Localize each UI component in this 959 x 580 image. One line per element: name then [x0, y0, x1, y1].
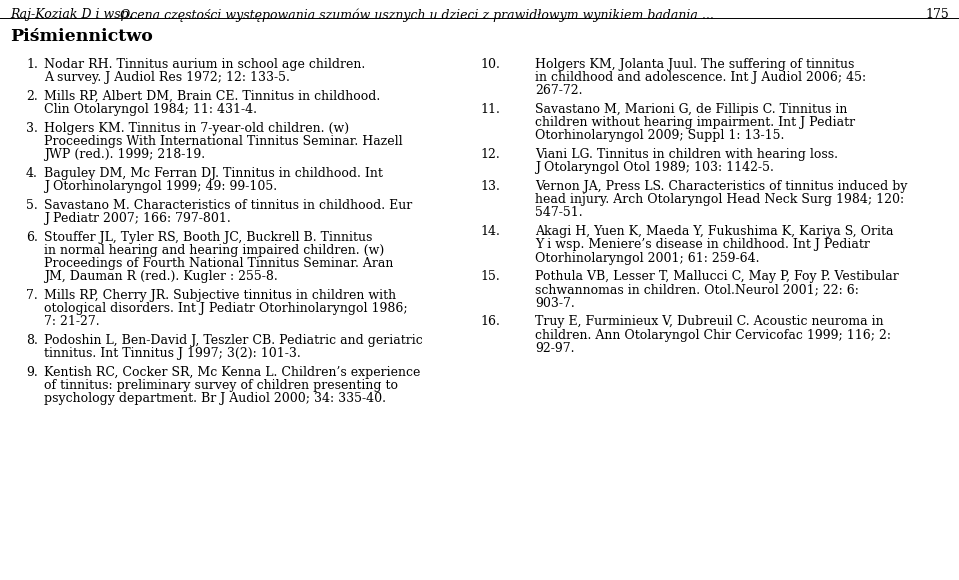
Text: 903-7.: 903-7. — [535, 297, 574, 310]
Text: 175: 175 — [925, 8, 949, 21]
Text: of tinnitus: preliminary survey of children presenting to: of tinnitus: preliminary survey of child… — [44, 379, 398, 392]
Text: tinnitus. Int Tinnitus J 1997; 3(2): 101-3.: tinnitus. Int Tinnitus J 1997; 3(2): 101… — [44, 347, 301, 360]
Text: psychology department. Br J Audiol 2000; 34: 335-40.: psychology department. Br J Audiol 2000;… — [44, 393, 386, 405]
Text: in childhood and adolescence. Int J Audiol 2006; 45:: in childhood and adolescence. Int J Audi… — [535, 71, 866, 84]
Text: 8.: 8. — [26, 334, 38, 347]
Text: Otorhinolaryngol 2001; 61: 259-64.: Otorhinolaryngol 2001; 61: 259-64. — [535, 252, 760, 264]
Text: Mills RP, Albert DM, Brain CE. Tinnitus in childhood.: Mills RP, Albert DM, Brain CE. Tinnitus … — [44, 90, 381, 103]
Text: 2.: 2. — [26, 90, 38, 103]
Text: Kentish RC, Cocker SR, Mc Kenna L. Children’s experience: Kentish RC, Cocker SR, Mc Kenna L. Child… — [44, 366, 420, 379]
Text: Akagi H, Yuen K, Maeda Y, Fukushima K, Kariya S, Orita: Akagi H, Yuen K, Maeda Y, Fukushima K, K… — [535, 225, 894, 238]
Text: 1.: 1. — [26, 58, 38, 71]
Text: 5.: 5. — [26, 199, 38, 212]
Text: Stouffer JL, Tyler RS, Booth JC, Buckrell B. Tinnitus: Stouffer JL, Tyler RS, Booth JC, Buckrel… — [44, 231, 372, 244]
Text: Piśmiennictwo: Piśmiennictwo — [10, 28, 152, 45]
Text: J Otolaryngol Otol 1989; 103: 1142-5.: J Otolaryngol Otol 1989; 103: 1142-5. — [535, 161, 774, 175]
Text: 92-97.: 92-97. — [535, 342, 574, 355]
Text: Nodar RH. Tinnitus aurium in school age children.: Nodar RH. Tinnitus aurium in school age … — [44, 58, 365, 71]
Text: head injury. Arch Otolaryngol Head Neck Surg 1984; 120:: head injury. Arch Otolaryngol Head Neck … — [535, 193, 904, 206]
Text: Raj-Koziak D i wsp.: Raj-Koziak D i wsp. — [10, 8, 132, 21]
Text: 4.: 4. — [26, 167, 38, 180]
Text: children without hearing impairment. Int J Pediatr: children without hearing impairment. Int… — [535, 117, 855, 129]
Text: Holgers KM, Jolanta Juul. The suffering of tinnitus: Holgers KM, Jolanta Juul. The suffering … — [535, 58, 854, 71]
Text: 14.: 14. — [480, 225, 500, 238]
Text: 9.: 9. — [26, 366, 38, 379]
Text: Otorhinolaryngol 2009; Suppl 1: 13-15.: Otorhinolaryngol 2009; Suppl 1: 13-15. — [535, 129, 784, 143]
Text: Podoshin L, Ben-David J, Teszler CB. Pediatric and geriatric: Podoshin L, Ben-David J, Teszler CB. Ped… — [44, 334, 423, 347]
Text: Clin Otolaryngol 1984; 11: 431-4.: Clin Otolaryngol 1984; 11: 431-4. — [44, 103, 257, 116]
Text: A survey. J Audiol Res 1972; 12: 133-5.: A survey. J Audiol Res 1972; 12: 133-5. — [44, 71, 290, 84]
Text: Baguley DM, Mc Ferran DJ. Tinnitus in childhood. Int: Baguley DM, Mc Ferran DJ. Tinnitus in ch… — [44, 167, 383, 180]
Text: in normal hearing and hearing impaired children. (w): in normal hearing and hearing impaired c… — [44, 244, 385, 257]
Text: 267-72.: 267-72. — [535, 85, 582, 97]
Text: otological disorders. Int J Pediatr Otorhinolaryngol 1986;: otological disorders. Int J Pediatr Otor… — [44, 302, 408, 315]
Text: J Pediatr 2007; 166: 797-801.: J Pediatr 2007; 166: 797-801. — [44, 212, 231, 225]
Text: 547-51.: 547-51. — [535, 206, 583, 219]
Text: schwannomas in children. Otol.Neurol 2001; 22: 6:: schwannomas in children. Otol.Neurol 200… — [535, 284, 859, 296]
Text: Vernon JA, Press LS. Characteristics of tinnitus induced by: Vernon JA, Press LS. Characteristics of … — [535, 180, 907, 193]
Text: Holgers KM. Tinnitus in 7-year-old children. (w): Holgers KM. Tinnitus in 7-year-old child… — [44, 122, 349, 135]
Text: 12.: 12. — [480, 148, 500, 161]
Text: 16.: 16. — [480, 316, 500, 328]
Text: Mills RP, Cherry JR. Subjective tinnitus in children with: Mills RP, Cherry JR. Subjective tinnitus… — [44, 289, 396, 302]
Text: 7.: 7. — [26, 289, 38, 302]
Text: 15.: 15. — [480, 270, 500, 283]
Text: 11.: 11. — [480, 103, 500, 116]
Text: Pothula VB, Lesser T, Mallucci C, May P, Foy P. Vestibular: Pothula VB, Lesser T, Mallucci C, May P,… — [535, 270, 899, 283]
Text: J Otorhinolaryngol 1999; 49: 99-105.: J Otorhinolaryngol 1999; 49: 99-105. — [44, 180, 277, 193]
Text: Savastano M. Characteristics of tinnitus in childhood. Eur: Savastano M. Characteristics of tinnitus… — [44, 199, 412, 212]
Text: Ocena częstości występowania szumów usznych u dzieci z prawidłowym wynikiem bada: Ocena częstości występowania szumów uszn… — [120, 8, 713, 21]
Text: Proceedings of Fourth National Tinnitus Seminar. Aran: Proceedings of Fourth National Tinnitus … — [44, 257, 393, 270]
Text: Viani LG. Tinnitus in children with hearing loss.: Viani LG. Tinnitus in children with hear… — [535, 148, 838, 161]
Text: 6.: 6. — [26, 231, 38, 244]
Text: 3.: 3. — [26, 122, 38, 135]
Text: 7: 21-27.: 7: 21-27. — [44, 316, 100, 328]
Text: 10.: 10. — [480, 58, 500, 71]
Text: JM, Dauman R (red.). Kugler : 255-8.: JM, Dauman R (red.). Kugler : 255-8. — [44, 270, 278, 283]
Text: children. Ann Otolaryngol Chir Cervicofac 1999; 116; 2:: children. Ann Otolaryngol Chir Cervicofa… — [535, 329, 891, 342]
Text: 13.: 13. — [480, 180, 500, 193]
Text: Y i wsp. Meniere’s disease in childhood. Int J Pediatr: Y i wsp. Meniere’s disease in childhood.… — [535, 238, 870, 251]
Text: Savastano M, Marioni G, de Fillipis C. Tinnitus in: Savastano M, Marioni G, de Fillipis C. T… — [535, 103, 848, 116]
Text: Proceedings With International Tinnitus Seminar. Hazell: Proceedings With International Tinnitus … — [44, 135, 403, 148]
Text: Truy E, Furminieux V, Dubreuil C. Acoustic neuroma in: Truy E, Furminieux V, Dubreuil C. Acoust… — [535, 316, 883, 328]
Text: JWP (red.). 1999; 218-19.: JWP (red.). 1999; 218-19. — [44, 148, 205, 161]
